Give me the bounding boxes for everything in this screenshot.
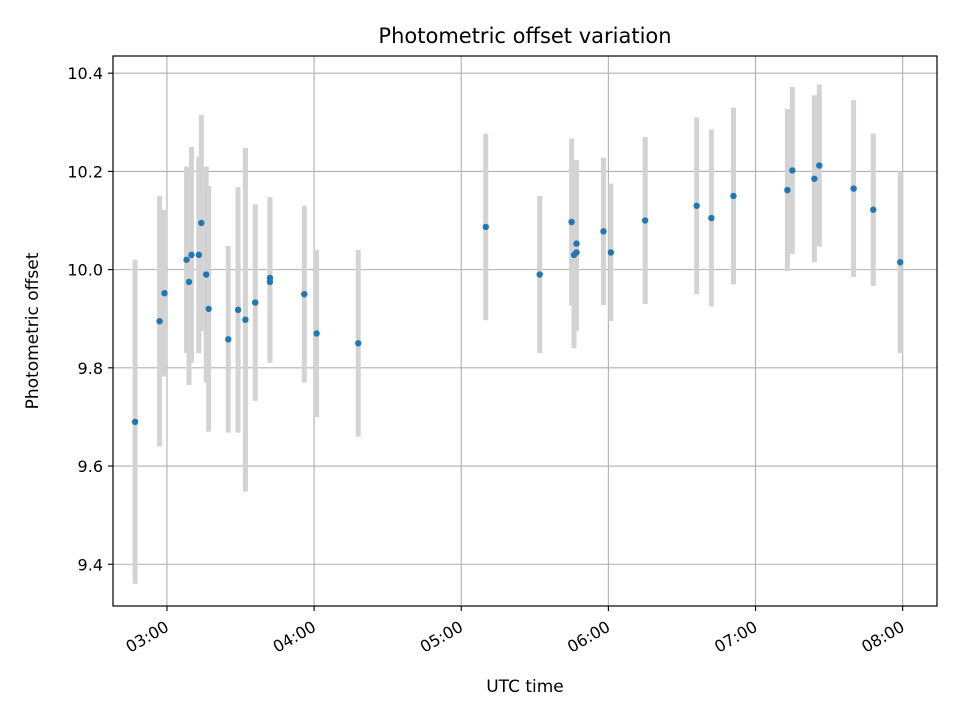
y-tick-label: 10.2 [67, 162, 103, 181]
x-axis-label: UTC time [486, 677, 564, 697]
data-point [693, 202, 700, 209]
data-point [195, 251, 203, 259]
data-point [205, 305, 212, 313]
data-point [185, 278, 193, 286]
data-point [234, 306, 242, 314]
y-tick-label: 10.0 [67, 261, 103, 280]
plot-frame [112, 55, 938, 607]
data-point [573, 240, 580, 247]
data-point [198, 219, 205, 227]
data-point [641, 217, 649, 224]
data-point [313, 330, 320, 337]
data-point [607, 249, 615, 256]
y-tick-label: 9.4 [78, 555, 103, 574]
data-point [600, 228, 607, 235]
data-point [202, 271, 210, 278]
data-point [183, 256, 190, 263]
data-point [161, 289, 168, 297]
data-point [188, 251, 195, 259]
data-point [730, 192, 737, 200]
data-point [355, 340, 362, 347]
y-tick-label: 9.8 [78, 359, 103, 378]
chart-title: Photometric offset variation [378, 24, 671, 48]
data-point [870, 206, 877, 213]
data-point [301, 290, 308, 298]
data-point [789, 167, 796, 174]
y-tick-label: 9.6 [78, 457, 103, 476]
data-point [568, 218, 575, 226]
data-point [536, 271, 543, 278]
data-point [252, 299, 259, 306]
data-point [708, 214, 715, 222]
data-points [131, 162, 904, 426]
data-point [156, 317, 163, 325]
data-point [811, 175, 818, 182]
data-point [225, 336, 232, 343]
data-point [850, 185, 857, 192]
data-point [482, 223, 489, 231]
y-axis-label: Photometric offset [23, 252, 43, 409]
data-point [266, 274, 274, 282]
data-point [816, 162, 823, 169]
data-point [784, 186, 791, 194]
y-axis-ticks: 9.4 9.6 9.8 10.0 10.2 10.4 [67, 64, 113, 574]
data-point [131, 418, 139, 426]
y-tick-label: 10.4 [67, 64, 103, 83]
data-point [242, 316, 249, 323]
data-point [897, 259, 904, 266]
data-point [573, 249, 580, 256]
